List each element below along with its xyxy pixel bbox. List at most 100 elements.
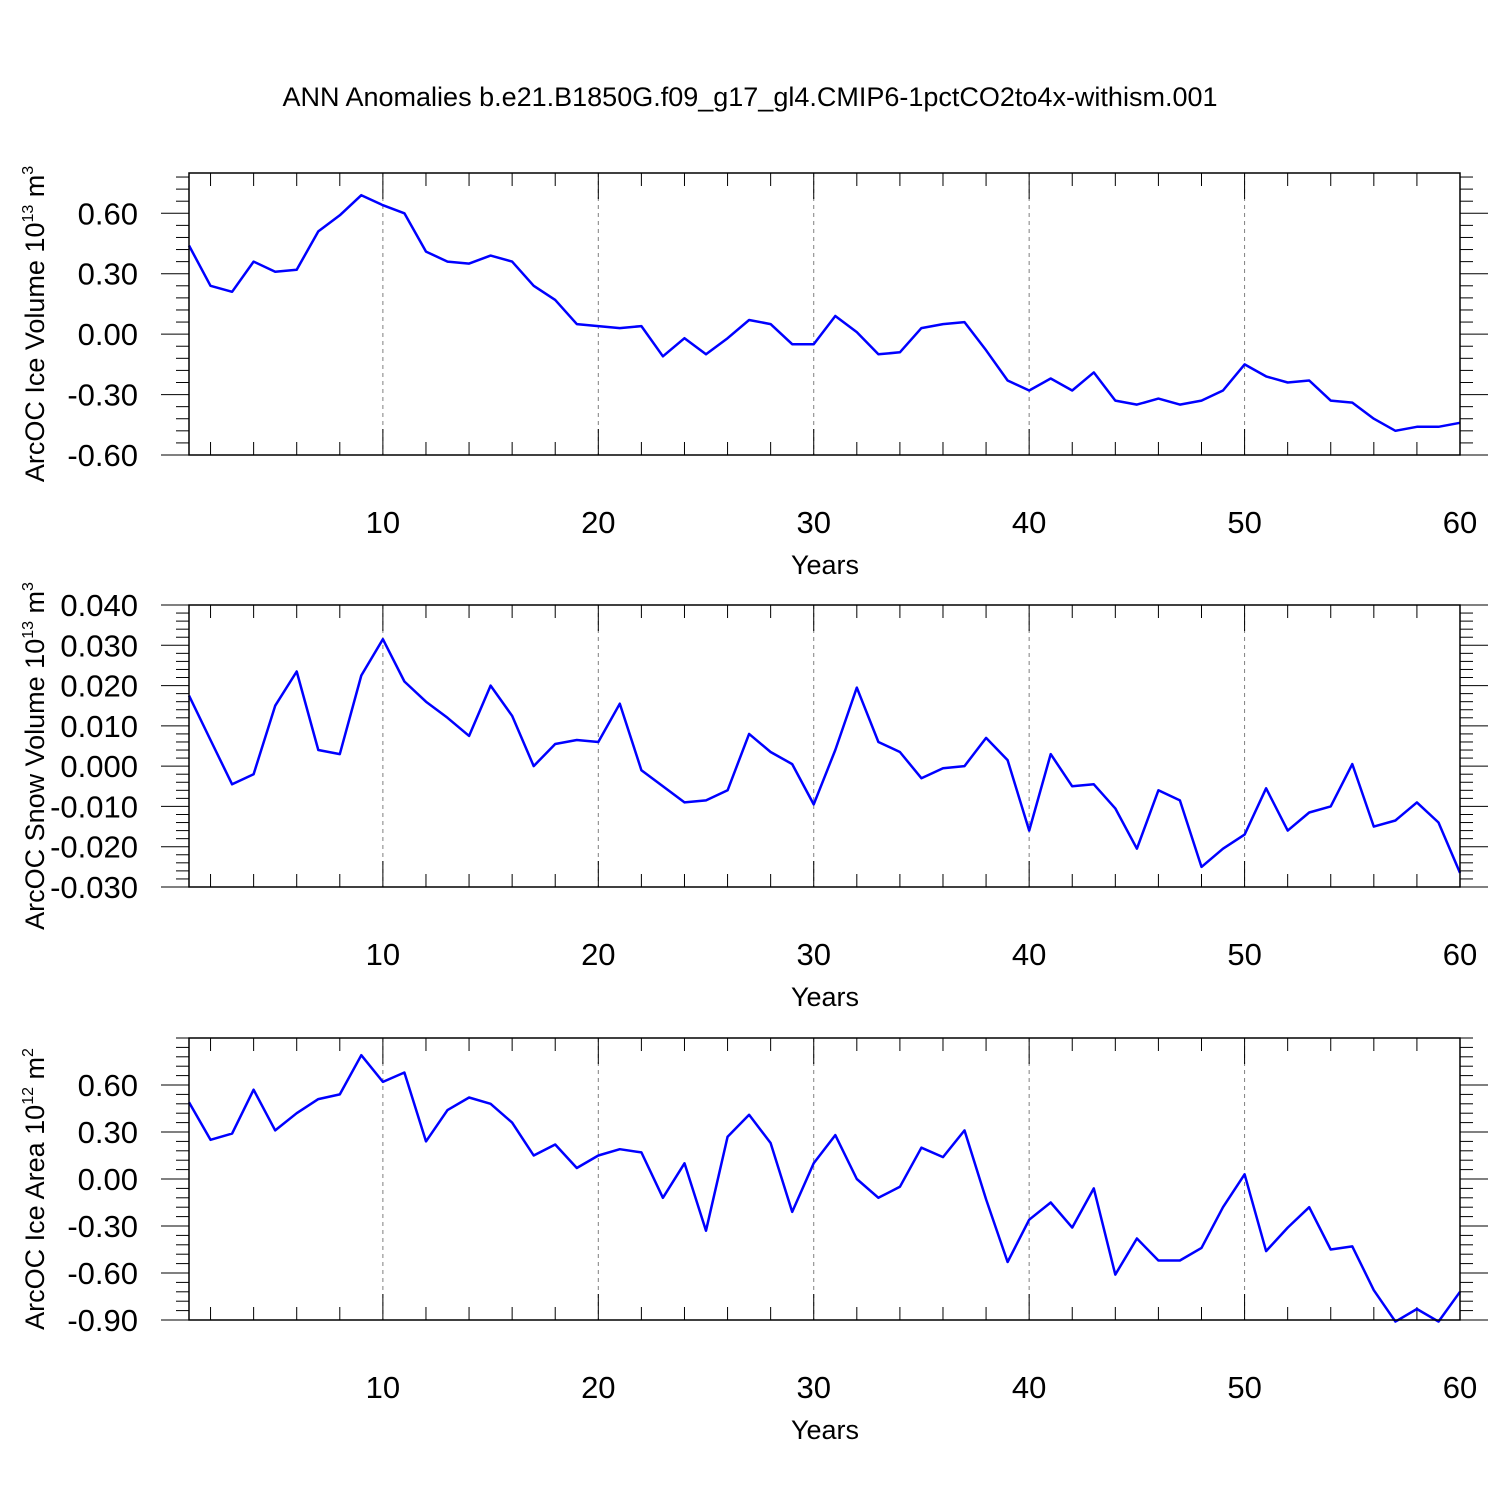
data-point bbox=[1395, 1321, 1396, 1322]
plot-frame bbox=[188, 172, 1461, 456]
x-tick-label: 40 bbox=[1012, 1370, 1046, 1405]
data-point bbox=[1309, 1207, 1310, 1208]
data-point bbox=[1309, 380, 1310, 381]
data-point bbox=[210, 739, 211, 740]
y-tick-label: 0.000 bbox=[60, 749, 138, 784]
x-tick-label: 30 bbox=[796, 1370, 830, 1405]
data-point bbox=[296, 269, 297, 270]
x-tick-label: 30 bbox=[796, 505, 830, 540]
y-tick-label: -0.60 bbox=[67, 1256, 138, 1291]
data-point bbox=[1029, 830, 1030, 831]
data-point bbox=[1007, 1262, 1008, 1263]
x-tick-label: 50 bbox=[1227, 505, 1261, 540]
data-point bbox=[382, 639, 383, 640]
chart-panel-2: -0.030 -0.020 -0.010 0.000 0.010 0.020 0.030 0.… bbox=[20, 582, 1488, 1012]
data-point bbox=[727, 1136, 728, 1137]
data-point bbox=[1395, 430, 1396, 431]
data-point bbox=[986, 1199, 987, 1200]
data-point bbox=[964, 322, 965, 323]
data-point bbox=[1330, 806, 1331, 807]
data-point bbox=[296, 1113, 297, 1114]
y-tick-label: 0.010 bbox=[60, 709, 138, 744]
data-point bbox=[1007, 380, 1008, 381]
x-tick-label: 20 bbox=[581, 505, 615, 540]
x-tick-label: 60 bbox=[1443, 1370, 1477, 1405]
x-axis-label: Years bbox=[791, 550, 859, 580]
data-point bbox=[576, 324, 577, 325]
data-point bbox=[706, 1230, 707, 1231]
data-point bbox=[641, 770, 642, 771]
data-point bbox=[1093, 1188, 1094, 1189]
data-point bbox=[1352, 764, 1353, 765]
data-point bbox=[1179, 800, 1180, 801]
data-point bbox=[1244, 1174, 1245, 1175]
chart-panel-3: -0.90 -0.60 -0.30 0.00 0.30 0.60 10 20 30 40 50 60 Y… bbox=[20, 1037, 1488, 1445]
data-point bbox=[1072, 1227, 1073, 1228]
y-tick-label: 0.30 bbox=[78, 257, 138, 292]
data-point bbox=[512, 1122, 513, 1123]
data-point bbox=[899, 752, 900, 753]
data-point bbox=[1373, 418, 1374, 419]
data-point bbox=[1266, 1251, 1267, 1252]
x-tick-label: 60 bbox=[1443, 505, 1477, 540]
data-point bbox=[318, 750, 319, 751]
data-point bbox=[770, 752, 771, 753]
data-point bbox=[232, 1133, 233, 1134]
x-tick-label: 40 bbox=[1012, 937, 1046, 972]
data-point bbox=[619, 328, 620, 329]
data-point bbox=[1072, 390, 1073, 391]
data-point bbox=[1158, 1260, 1159, 1261]
data-point bbox=[684, 338, 685, 339]
data-point bbox=[576, 739, 577, 740]
data-point bbox=[1266, 788, 1267, 789]
data-point bbox=[1287, 830, 1288, 831]
data-point bbox=[1244, 364, 1245, 365]
data-point bbox=[318, 231, 319, 232]
data-point bbox=[1330, 400, 1331, 401]
data-point bbox=[1309, 812, 1310, 813]
data-point bbox=[339, 754, 340, 755]
data-point bbox=[382, 1081, 383, 1082]
data-point bbox=[792, 1211, 793, 1212]
data-point bbox=[921, 778, 922, 779]
data-point bbox=[555, 299, 556, 300]
data-point bbox=[275, 1130, 276, 1131]
data-point bbox=[447, 717, 448, 718]
series-line bbox=[187, 193, 1461, 433]
data-point bbox=[318, 1099, 319, 1100]
chart-title: ANN Anomalies b.e21.B1850G.f09_g17_gl4.C… bbox=[282, 82, 1217, 112]
data-point bbox=[1007, 760, 1008, 761]
y-tick-label: -0.010 bbox=[50, 789, 138, 824]
data-point bbox=[404, 213, 405, 214]
data-point bbox=[533, 766, 534, 767]
data-point bbox=[1158, 398, 1159, 399]
y-tick-label: -0.30 bbox=[67, 1209, 138, 1244]
data-point bbox=[1136, 848, 1137, 849]
data-point bbox=[1093, 372, 1094, 373]
x-tick-label: 10 bbox=[366, 937, 400, 972]
y-tick-label: 0.040 bbox=[60, 588, 138, 623]
data-point bbox=[1201, 866, 1202, 867]
y-tick-label: -0.020 bbox=[50, 830, 138, 865]
data-point bbox=[1438, 1321, 1439, 1322]
data-point bbox=[598, 1155, 599, 1156]
data-point bbox=[598, 326, 599, 327]
data-point bbox=[1072, 786, 1073, 787]
data-point bbox=[382, 205, 383, 206]
data-point bbox=[1201, 400, 1202, 401]
data-point bbox=[339, 215, 340, 216]
data-point bbox=[986, 350, 987, 351]
data-point bbox=[921, 1147, 922, 1148]
data-point bbox=[1223, 848, 1224, 849]
data-point bbox=[684, 802, 685, 803]
data-point bbox=[210, 1139, 211, 1140]
x-axis-label: Years bbox=[791, 1415, 859, 1445]
x-tick-label: 50 bbox=[1227, 937, 1261, 972]
data-point bbox=[339, 1094, 340, 1095]
data-point bbox=[1179, 1260, 1180, 1261]
data-point bbox=[878, 1197, 879, 1198]
data-point bbox=[512, 261, 513, 262]
y-tick-label: 0.00 bbox=[78, 317, 138, 352]
